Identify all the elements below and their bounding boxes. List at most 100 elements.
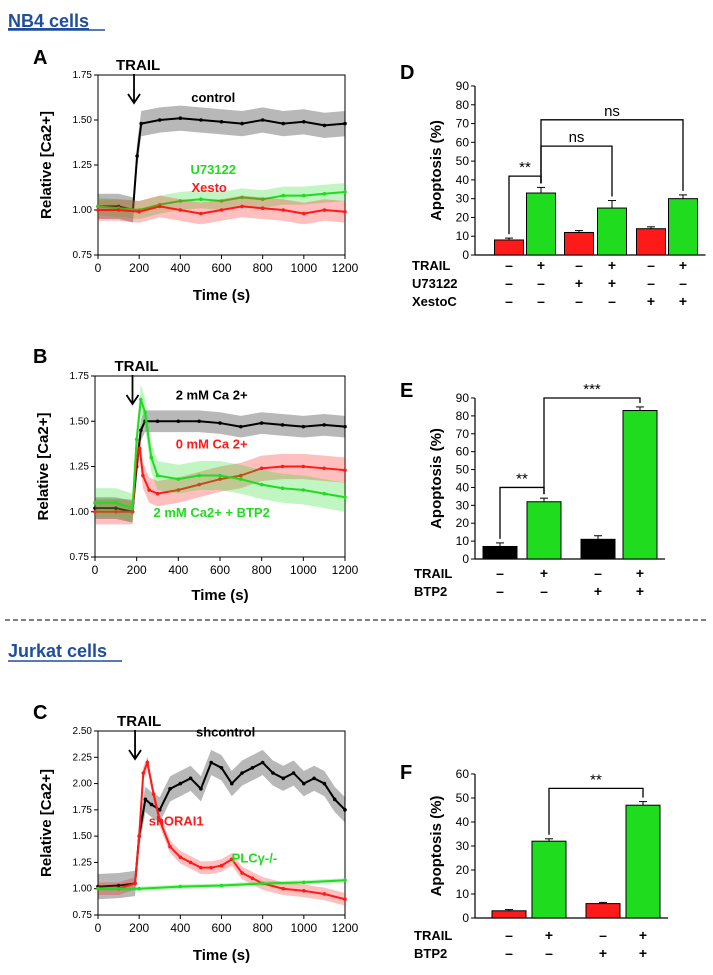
data-point <box>219 883 224 888</box>
data-point <box>219 766 224 770</box>
data-point <box>178 855 183 859</box>
bar <box>580 538 616 560</box>
data-point <box>281 193 286 198</box>
y-tick-label: 0 <box>462 248 469 262</box>
bar <box>622 410 658 560</box>
data-point <box>280 486 285 491</box>
data-point <box>139 121 144 126</box>
series-label: 2 mM Ca 2+ <box>176 388 248 403</box>
data-point <box>137 886 141 891</box>
data-point <box>218 477 222 481</box>
data-point <box>141 473 145 478</box>
bar <box>636 228 666 256</box>
condition-sign: – <box>496 583 504 599</box>
bar <box>531 840 567 919</box>
data-point <box>149 802 154 807</box>
data-point <box>149 455 154 460</box>
condition-sign: – <box>537 275 545 291</box>
trail-label: TRAIL <box>117 713 161 730</box>
trail-label: TRAIL <box>115 358 159 375</box>
data-point <box>239 424 243 429</box>
condition-sign: – <box>496 565 504 581</box>
y-tick-label: 2.25 <box>73 752 93 763</box>
data-point <box>93 509 97 514</box>
chart-D: D 0 10 20 30 40 50 60 70 80 90 Apoptosis (%) ** ns ns T… <box>400 62 706 309</box>
data-point <box>168 787 172 791</box>
significance-label: ns <box>569 129 585 146</box>
data-point <box>114 509 118 514</box>
significance-label: *** <box>583 381 601 398</box>
condition-sign: + <box>575 275 583 291</box>
series-xesto: Xesto <box>96 180 347 225</box>
trail-label: TRAIL <box>116 57 160 74</box>
panel-label: A <box>33 47 47 69</box>
data-point <box>209 760 214 765</box>
series-u73122: U73122 <box>96 162 347 219</box>
data-point <box>199 197 203 201</box>
data-point <box>137 834 141 838</box>
x-tick-label: 0 <box>95 261 102 275</box>
trail-arrow-head <box>125 394 140 406</box>
data-point <box>322 781 327 786</box>
chart-A: A 0 200 400 600 800 1000 1200 0.75 1.00 1.25 1.50 1.… <box>33 47 359 304</box>
data-point <box>93 506 97 510</box>
condition-sign: – <box>608 293 616 309</box>
y-tick-label: 20 <box>456 516 470 530</box>
condition-sign: + <box>636 565 644 581</box>
x-tick-label: 1000 <box>290 921 317 935</box>
y-tick-label: 1.00 <box>73 884 93 895</box>
condition-sign: + <box>608 275 616 291</box>
condition-sign: – <box>505 945 513 961</box>
nb4-header: NB4 cells <box>8 11 89 31</box>
data-point <box>240 195 244 200</box>
condition-sign: – <box>537 293 545 309</box>
data-point <box>229 857 234 862</box>
data-point <box>281 121 286 126</box>
data-point <box>302 120 306 124</box>
series-2-mm-ca2-btp2: 2 mM Ca2+ + BTP2 <box>93 385 347 523</box>
y-tick-label: 50 <box>456 463 470 477</box>
data-point <box>197 482 201 487</box>
y-tick-label: 1.50 <box>73 831 93 842</box>
data-point <box>322 466 326 471</box>
y-tick-label: 70 <box>456 427 470 441</box>
data-point <box>155 491 160 496</box>
condition-sign: + <box>679 257 687 273</box>
panel-label: C <box>33 702 47 724</box>
chart-F: F 0 10 20 30 40 50 60 Apoptosis (%) ** TRAIL – + – + BT… <box>400 762 668 961</box>
data-point <box>280 464 285 469</box>
data-point <box>219 863 224 868</box>
series-label: 0 mM Ca 2+ <box>176 436 248 451</box>
condition-sign: – <box>505 275 513 291</box>
data-point <box>281 208 286 212</box>
data-point <box>322 423 326 427</box>
bar <box>585 903 621 919</box>
data-point <box>114 500 118 505</box>
y-axis-label: Apoptosis (%) <box>428 796 445 897</box>
data-point <box>133 881 137 886</box>
y-tick-label: 0 <box>462 911 469 925</box>
y-tick-label: 90 <box>456 391 470 405</box>
data-point <box>332 797 337 802</box>
y-tick-label: 40 <box>456 815 470 829</box>
y-tick-label: 1.25 <box>70 462 90 473</box>
y-tick-label: 0.75 <box>70 552 90 563</box>
y-tick-label: 2.00 <box>73 779 93 790</box>
data-point <box>178 116 183 120</box>
condition-sign: + <box>639 945 647 961</box>
condition-sign: – <box>647 257 655 273</box>
data-point <box>114 506 118 510</box>
x-axis-label: Time (s) <box>191 587 248 604</box>
series-shcontrol: shcontrol <box>96 724 347 900</box>
panel-label: F <box>400 762 412 784</box>
x-tick-label: 800 <box>252 563 272 577</box>
condition-sign: + <box>647 293 655 309</box>
y-tick-label: 60 <box>456 445 470 459</box>
data-point <box>93 500 97 505</box>
bar <box>482 545 518 560</box>
significance-bracket <box>548 787 644 835</box>
data-point <box>168 844 172 849</box>
data-point <box>260 760 265 765</box>
data-point <box>178 199 183 203</box>
